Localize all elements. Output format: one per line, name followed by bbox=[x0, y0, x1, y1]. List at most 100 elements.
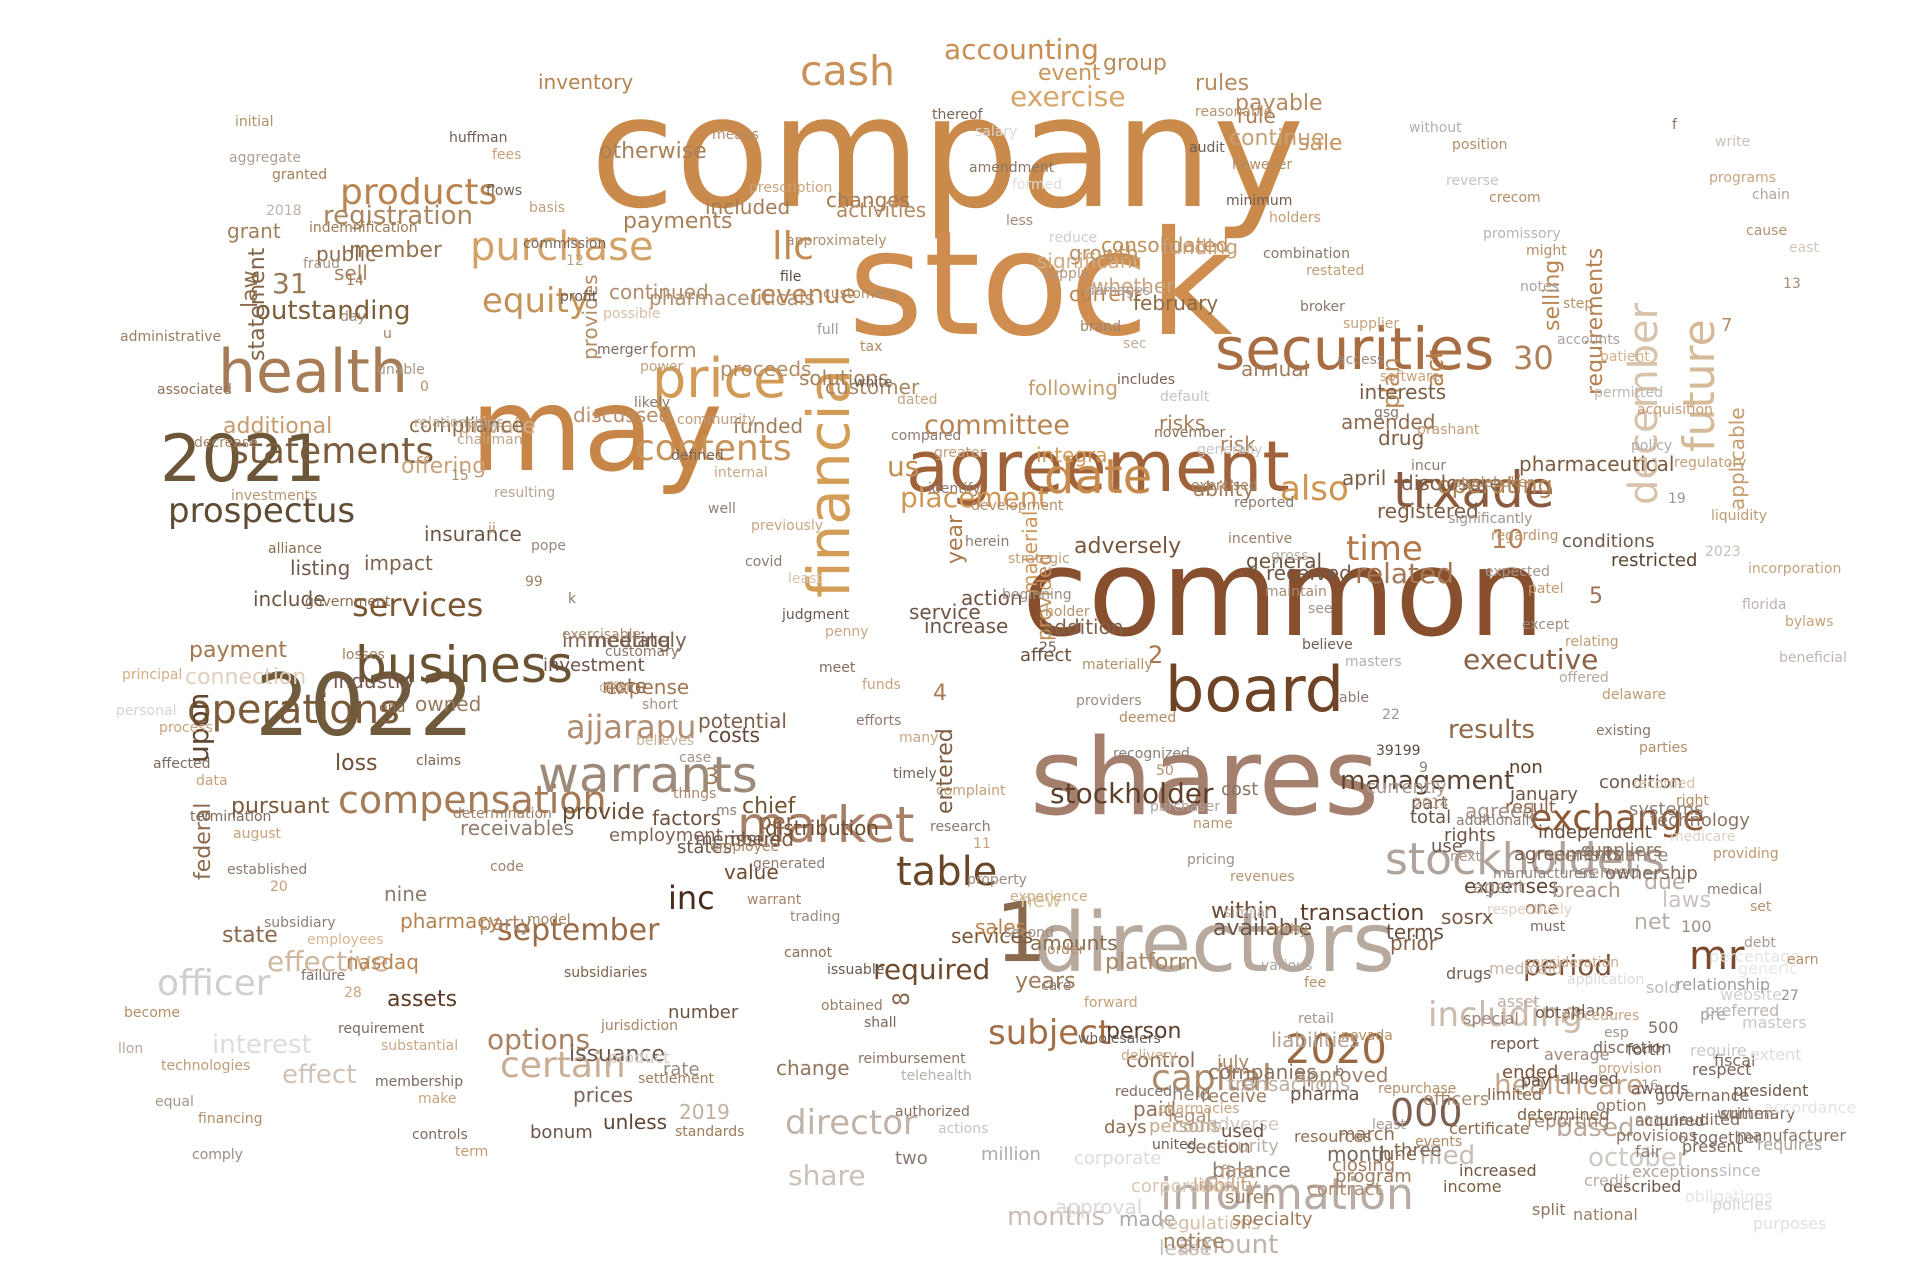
word-532: forward bbox=[1084, 995, 1138, 1011]
word-281: contract bbox=[1307, 1179, 1382, 1200]
word-437: amendment bbox=[969, 160, 1055, 176]
word-424: ii bbox=[488, 521, 496, 537]
word-508: data bbox=[196, 773, 228, 789]
word-184: continued bbox=[609, 280, 709, 304]
word-203: april bbox=[1342, 466, 1387, 490]
word-330: average bbox=[1544, 1045, 1610, 1064]
word-61: operating bbox=[1437, 471, 1553, 499]
word-286: certificate bbox=[1449, 1119, 1530, 1138]
word-488: 50 bbox=[1156, 763, 1174, 779]
word-149: liabilities bbox=[1271, 1028, 1360, 1052]
word-393: care bbox=[1041, 978, 1072, 994]
word-385: covid bbox=[745, 554, 783, 570]
word-483: development bbox=[971, 498, 1064, 514]
word-454: provision bbox=[1598, 1061, 1662, 1077]
word-324: written bbox=[1717, 1104, 1774, 1123]
word-162: pharmacy bbox=[400, 909, 501, 933]
word-429: things bbox=[673, 786, 717, 802]
word-347: 25 bbox=[1039, 640, 1057, 656]
word-10: board bbox=[1165, 653, 1345, 726]
word-562: resulting bbox=[494, 485, 556, 501]
word-284: june bbox=[1378, 1144, 1417, 1165]
word-439: supply bbox=[1043, 266, 1090, 282]
word-352: similar bbox=[1224, 905, 1271, 921]
word-423: 15 bbox=[451, 468, 469, 484]
word-232: currently bbox=[1366, 777, 1447, 798]
word-547: parties bbox=[1639, 740, 1688, 756]
word-536: however bbox=[1232, 157, 1293, 173]
word-371: established bbox=[227, 862, 308, 878]
word-589: manufacturers bbox=[1493, 866, 1596, 882]
word-534: pharmacies bbox=[1158, 1101, 1240, 1117]
word-357: without bbox=[1409, 120, 1462, 136]
word-557: indemnification bbox=[309, 220, 418, 236]
word-259: court bbox=[1173, 1116, 1220, 1137]
word-147: reporting bbox=[1527, 1111, 1610, 1132]
word-588: additionally bbox=[1456, 813, 1538, 829]
word-14: business bbox=[355, 636, 573, 694]
word-150: companies bbox=[1208, 1060, 1317, 1084]
word-71: filed bbox=[1419, 1141, 1476, 1171]
word-239: part bbox=[1411, 793, 1448, 814]
word-226: costs bbox=[708, 723, 760, 747]
word-251: security bbox=[1207, 1136, 1279, 1157]
word-282: program bbox=[1335, 1166, 1412, 1187]
word-344: identify bbox=[928, 481, 981, 497]
word-361: accounts bbox=[1557, 332, 1621, 348]
word-90: 7 bbox=[1721, 315, 1733, 336]
word-66: management bbox=[1340, 766, 1515, 796]
word-252: adverse bbox=[1207, 1114, 1280, 1135]
word-523: previously bbox=[751, 518, 824, 534]
word-500: patient bbox=[1600, 349, 1650, 365]
word-563: pope bbox=[531, 538, 566, 554]
word-294: credit bbox=[1584, 1171, 1630, 1190]
word-67: required bbox=[873, 953, 991, 986]
word-356: least bbox=[1372, 1117, 1406, 1133]
word-465: government bbox=[305, 594, 391, 610]
word-340: file bbox=[780, 269, 802, 285]
word-103: significant bbox=[1037, 249, 1141, 273]
word-571: issuable bbox=[827, 962, 885, 978]
word-515: term bbox=[455, 1144, 489, 1160]
word-383: defined bbox=[671, 448, 724, 464]
word-38: capital bbox=[1151, 1058, 1272, 1099]
word-87: 2 bbox=[1148, 641, 1164, 669]
word-258: held bbox=[1172, 1084, 1211, 1105]
word-236: breach bbox=[1552, 878, 1621, 902]
word-130: within bbox=[1211, 899, 1278, 924]
word-403: incur bbox=[1411, 458, 1447, 474]
word-204: disclosure bbox=[1401, 471, 1502, 495]
word-497: crecom bbox=[1489, 190, 1541, 206]
word-575: salary bbox=[975, 124, 1018, 140]
word-276: days bbox=[1104, 1117, 1147, 1138]
word-81: due bbox=[1644, 870, 1686, 895]
word-73: share bbox=[788, 1159, 866, 1192]
word-310: since bbox=[1719, 1161, 1761, 1180]
word-413: 27 bbox=[1781, 988, 1799, 1004]
word-595: write bbox=[1715, 134, 1751, 150]
word-183: sell bbox=[334, 261, 368, 285]
word-118: loss bbox=[335, 751, 378, 776]
word-292: described bbox=[1603, 1177, 1682, 1196]
word-388: efforts bbox=[856, 713, 902, 729]
word-299: present bbox=[1682, 1137, 1743, 1156]
word-496: position bbox=[1452, 137, 1508, 153]
word-443: exercised bbox=[1191, 478, 1258, 494]
word-46: inc bbox=[668, 879, 715, 917]
word-490: revenues bbox=[1230, 869, 1295, 885]
word-510: 20 bbox=[270, 879, 288, 895]
word-197: funded bbox=[733, 414, 804, 438]
word-285: income bbox=[1443, 1177, 1502, 1196]
word-245: receivables bbox=[460, 816, 575, 840]
word-484: strategic bbox=[1008, 551, 1070, 567]
word-522: internal bbox=[714, 465, 768, 481]
word-211: include bbox=[253, 587, 326, 611]
word-135: terms bbox=[1386, 920, 1444, 944]
word-582: reported bbox=[1234, 495, 1295, 511]
word-323: respect bbox=[1692, 1060, 1752, 1079]
word-217: investment bbox=[543, 655, 645, 676]
word-332: pay bbox=[1521, 1071, 1551, 1090]
word-387: meet bbox=[819, 660, 856, 676]
word-474: settlement bbox=[638, 1071, 715, 1087]
word-206: registered bbox=[1377, 499, 1479, 523]
